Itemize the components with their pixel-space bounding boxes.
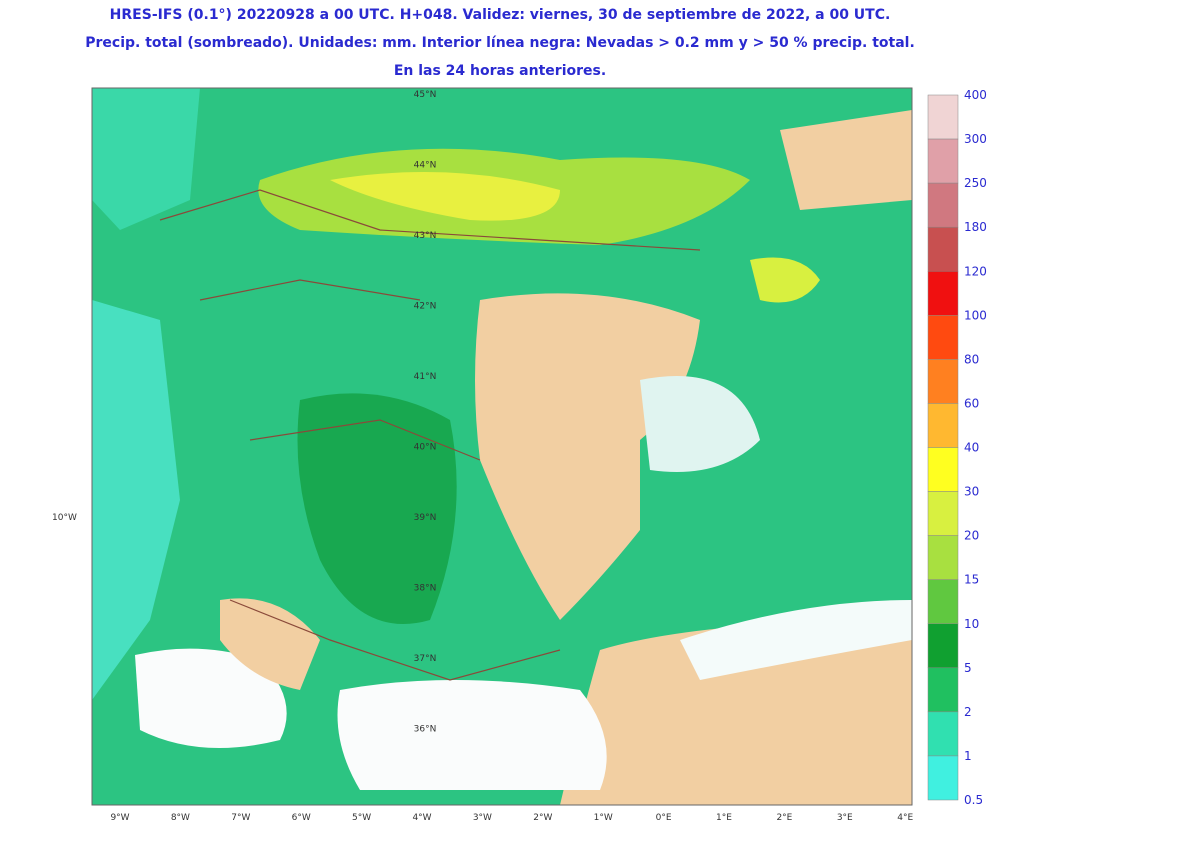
lon-label: 1°E — [716, 813, 732, 823]
colorbar-label: 180 — [964, 220, 987, 234]
colorbar-swatch — [927, 271, 959, 316]
lat-label: 39°N — [414, 513, 437, 523]
lat-label: 45°N — [414, 90, 437, 100]
colorbar-swatch — [927, 226, 959, 272]
title-line: En las 24 horas anteriores. — [394, 63, 606, 79]
colorbar-swatch — [927, 623, 959, 669]
lon-label: 0°E — [656, 813, 672, 823]
colorbar-label: 300 — [964, 132, 987, 146]
lon-label: 3°E — [837, 813, 853, 823]
colorbar-label: 5 — [964, 661, 972, 675]
colorbar-label: 20 — [964, 529, 979, 543]
colorbar-label: 10 — [964, 617, 979, 631]
colorbar-label: 2 — [964, 705, 972, 719]
colorbar-swatch — [927, 182, 959, 228]
colorbar-swatch — [927, 94, 959, 140]
lon-label: 9°W — [110, 813, 129, 823]
colorbar-label: 100 — [964, 308, 987, 322]
colorbar-swatch — [927, 491, 959, 536]
title-line: HRES-IFS (0.1°) 20220928 a 00 UTC. H+048… — [110, 7, 891, 23]
lon-label: 1°W — [594, 813, 613, 823]
lat-label: 36°N — [414, 725, 437, 735]
colorbar-label: 120 — [964, 264, 987, 278]
lat-label: 37°N — [414, 654, 437, 664]
lat-label: 38°N — [414, 584, 437, 594]
colorbar-label: 400 — [964, 88, 987, 102]
colorbar-label: 1 — [964, 749, 972, 763]
lon-label: 6°W — [292, 813, 311, 823]
colorbar-swatch — [927, 315, 959, 360]
colorbar-label: 40 — [964, 441, 979, 455]
colorbar-swatch — [927, 403, 959, 448]
lon-label: 8°W — [171, 813, 190, 823]
colorbar-label: 0.5 — [964, 793, 983, 807]
colorbar-label: 250 — [964, 176, 987, 190]
colorbar-swatch — [927, 755, 959, 801]
lat-label: 40°N — [414, 443, 437, 453]
lat-label: 42°N — [414, 302, 437, 312]
map — [91, 87, 913, 806]
lon-label: 5°W — [352, 813, 371, 823]
colorbar-swatch — [927, 138, 959, 184]
colorbar-label: 60 — [964, 396, 979, 410]
colorbar-label: 15 — [964, 573, 979, 587]
lat-label: 10°W — [52, 513, 77, 523]
lon-label: 4°W — [412, 813, 431, 823]
lon-label: 3°W — [473, 813, 492, 823]
colorbar-swatch — [927, 711, 959, 757]
colorbar-label: 30 — [964, 485, 979, 499]
lon-label: 2°E — [776, 813, 792, 823]
colorbar-swatch — [927, 535, 959, 580]
title-line: Precip. total (sombreado). Unidades: mm.… — [85, 35, 915, 51]
lon-label: 4°E — [897, 813, 913, 823]
lat-label: 41°N — [414, 372, 437, 382]
colorbar-swatch — [927, 447, 959, 492]
colorbar-swatch — [927, 579, 959, 624]
colorbar-swatch — [927, 667, 959, 713]
lat-label: 43°N — [414, 231, 437, 241]
lon-label: 7°W — [231, 813, 250, 823]
colorbar-label: 80 — [964, 352, 979, 366]
lat-label: 44°N — [414, 161, 437, 171]
colorbar-swatch — [927, 359, 959, 404]
lon-label: 2°W — [533, 813, 552, 823]
